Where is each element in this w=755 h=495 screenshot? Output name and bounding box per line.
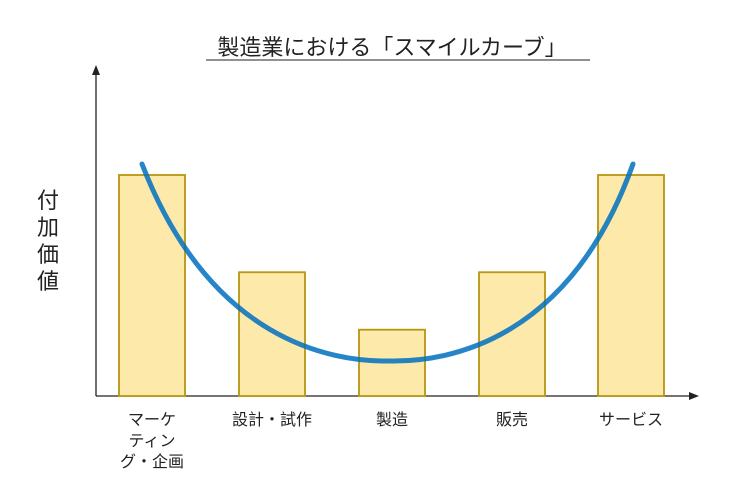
bar bbox=[478, 271, 546, 397]
category-label: サービス bbox=[599, 410, 663, 429]
bars-group bbox=[118, 174, 665, 397]
category-label: 製造 bbox=[376, 410, 408, 429]
bar bbox=[118, 174, 186, 397]
category-label: マーケティング・企画 bbox=[120, 410, 184, 471]
bar bbox=[597, 174, 665, 397]
y-axis-label-char: 値 bbox=[37, 270, 59, 295]
smile-curve bbox=[139, 161, 636, 364]
x-axis-arrow-icon bbox=[689, 392, 699, 400]
y-axis-label-char: 加 bbox=[37, 216, 59, 241]
bar bbox=[238, 271, 306, 397]
y-axis-label-char: 付 bbox=[37, 189, 59, 214]
category-labels-group: マーケティング・企画 設計・試作 製造 販売 サービス bbox=[120, 410, 663, 471]
category-label: 設計・試作 bbox=[232, 410, 312, 429]
chart-title: 製造業における「スマイルカーブ」 bbox=[217, 36, 566, 61]
category-label: 販売 bbox=[496, 410, 528, 429]
y-axis-label-char: 価 bbox=[37, 243, 59, 268]
y-axis-arrow-icon bbox=[92, 65, 100, 75]
